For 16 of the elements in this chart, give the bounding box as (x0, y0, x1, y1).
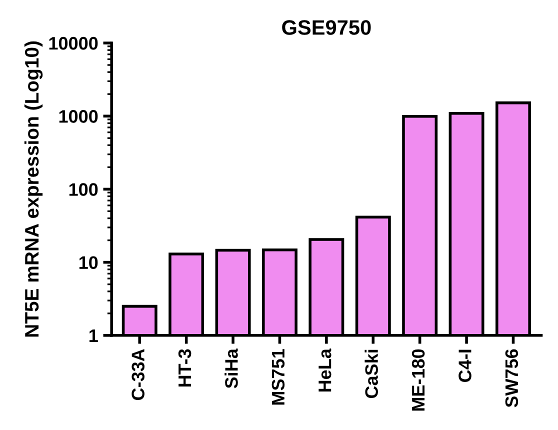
y-tick-label: 1000 (59, 110, 98, 123)
x-tick-label: C4-I (458, 350, 472, 382)
y-tick-label: 10000 (49, 36, 98, 50)
y-tick-label: 10 (79, 256, 98, 270)
x-tick-label: HT-3 (178, 349, 192, 387)
x-tick-label: CaSki (364, 350, 378, 398)
x-tick-label: HeLa (318, 348, 332, 392)
x-tick-label: MS751 (272, 349, 285, 405)
chart-title: GSE9750 (282, 20, 371, 35)
x-tick-label: SiHa (224, 348, 238, 388)
x-tick-label: ME-180 (412, 349, 425, 411)
y-tick-label: 100 (69, 183, 98, 196)
x-tick-label: SW756 (505, 349, 518, 408)
y-axis-title: NT5E mRNA expression (Log10) (24, 41, 43, 337)
x-tick-label: C-33A (132, 349, 144, 400)
y-tick-label: 1 (90, 330, 98, 342)
